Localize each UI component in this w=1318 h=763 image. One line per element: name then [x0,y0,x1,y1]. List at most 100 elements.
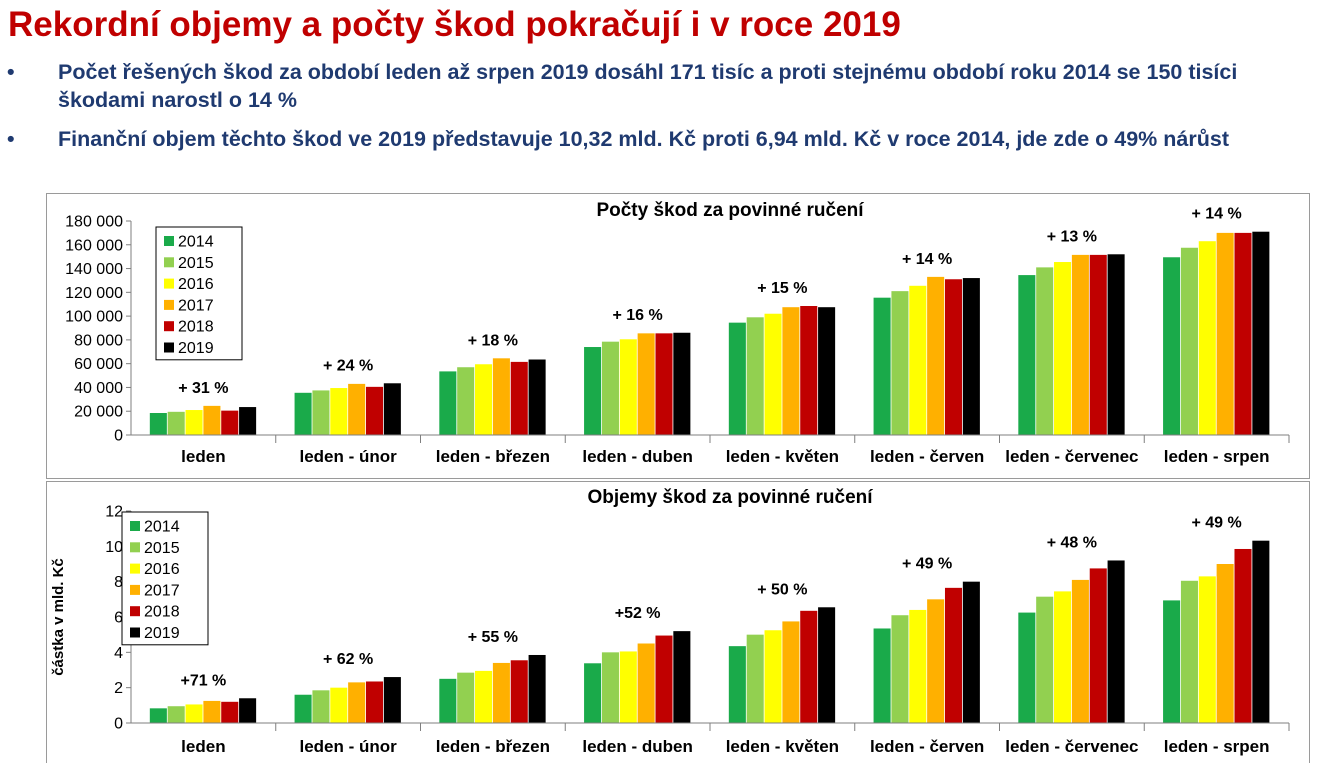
bar-2014 [1018,612,1036,723]
bar-2017 [203,700,221,723]
bar-2019 [1107,254,1125,435]
bar-2017 [1216,564,1234,723]
bar-2016 [619,651,637,723]
legend-swatch-2018 [164,321,174,332]
bar-2017 [1071,254,1089,435]
y-tick-label: 12 [105,504,123,521]
bar-2017 [203,405,221,435]
bullet-marker: • [7,60,15,84]
y-tick-label: 80 000 [74,332,123,349]
bullet-list: • Počet řešených škod za období leden až… [0,58,1318,153]
y-tick-label: 8 [114,574,123,591]
legend-label: 2016 [178,276,214,293]
legend-label: 2015 [178,255,214,272]
bar-2017 [782,621,800,723]
bar-2018 [1234,232,1252,435]
bar-2016 [909,285,927,435]
bar-2014 [1163,600,1181,723]
y-tick-label: 40 000 [74,380,123,397]
y-tick-label: 120 000 [65,285,123,302]
bar-2019 [818,607,836,723]
bar-2014 [584,663,602,723]
bar-2019 [673,631,691,723]
y-tick-label: 100 000 [65,309,123,326]
bar-2015 [167,706,185,723]
bar-2017 [637,333,655,435]
y-tick-label: 4 [114,645,123,662]
bullet-text: Finanční objem těchto škod ve 2019 předs… [58,127,1229,151]
bar-2018 [1089,568,1107,723]
y-axis-label: částka v mld. Kč [50,558,67,676]
bar-2019 [1252,540,1270,723]
category-label: leden - květen [726,737,839,756]
bar-2017 [492,358,510,435]
legend-swatch-2015 [130,542,140,553]
growth-annotation: + 31 % [178,380,228,397]
growth-annotation: + 49 % [902,556,952,573]
bar-2015 [1180,580,1198,723]
y-tick-label: 160 000 [65,237,123,254]
bar-2018 [365,386,384,435]
legend-swatch-2016 [164,278,174,289]
bar-2019 [962,278,980,435]
category-label: leden - únor [299,447,397,466]
legend-box [155,226,243,361]
category-label: leden [181,447,225,466]
bar-2014 [439,371,457,435]
bar-2019 [383,383,401,435]
bar-2014 [294,694,312,723]
bar-2016 [764,313,782,435]
bar-2015 [746,317,764,435]
legend-label: 2019 [178,340,214,357]
y-tick-label: 10 [105,539,123,556]
category-label: leden - srpen [1164,737,1270,756]
category-label: leden - květen [726,447,839,466]
chart-legend: 2014 2015 2016 2017 2018 2019 [121,511,209,646]
legend-swatch-2017 [130,584,140,595]
bar-2018 [510,361,528,435]
legend-label: 2018 [144,604,180,621]
bullet-marker: • [7,127,15,151]
bar-2017 [348,383,366,435]
bar-2014 [584,347,602,435]
legend-label: 2019 [144,625,180,642]
bar-2015 [891,615,909,723]
growth-annotation: + 62 % [323,651,373,668]
legend-label: 2017 [144,582,180,599]
bar-2018 [800,610,818,723]
legend-label: 2014 [178,234,214,251]
growth-annotation: +71 % [180,672,226,689]
claims-count-chart-panel: Počty škod za povinné ručení 0 20 000 40 00… [46,193,1310,479]
bar-2018 [800,306,818,435]
chart-legend: 2014 2015 2016 2017 2018 2019 [155,226,243,361]
bar-2018 [365,681,384,723]
bar-2017 [637,643,655,723]
bar-2019 [818,307,836,435]
bar-2015 [601,652,619,723]
category-label: leden - červenec [1005,737,1138,756]
category-label: leden - únor [299,737,397,756]
category-label: leden - červen [870,737,984,756]
growth-annotation: + 49 % [1191,515,1241,532]
growth-annotation: + 55 % [468,629,518,646]
bar-2017 [927,599,945,723]
legend-swatch-2017 [164,299,174,310]
slide-title: Rekordní objemy a počty škod pokračují i… [8,5,901,44]
bar-2016 [475,670,493,723]
bar-2014 [149,708,167,723]
legend-label: 2015 [144,540,180,557]
bar-2016 [185,704,203,723]
legend-swatch-2019 [164,342,174,353]
growth-annotation: + 18 % [468,332,518,349]
bar-2014 [294,392,312,435]
bar-2017 [1216,232,1234,435]
category-label: leden [181,737,225,756]
bar-2018 [221,410,239,435]
legend-swatch-2019 [130,627,140,638]
bar-2017 [492,662,510,723]
category-label: leden - duben [582,447,693,466]
bullet-item: • Počet řešených škod za období leden až… [0,58,1318,114]
bar-2019 [239,698,257,723]
legend-label: 2017 [178,297,214,314]
y-tick-label: 180 000 [65,214,123,231]
